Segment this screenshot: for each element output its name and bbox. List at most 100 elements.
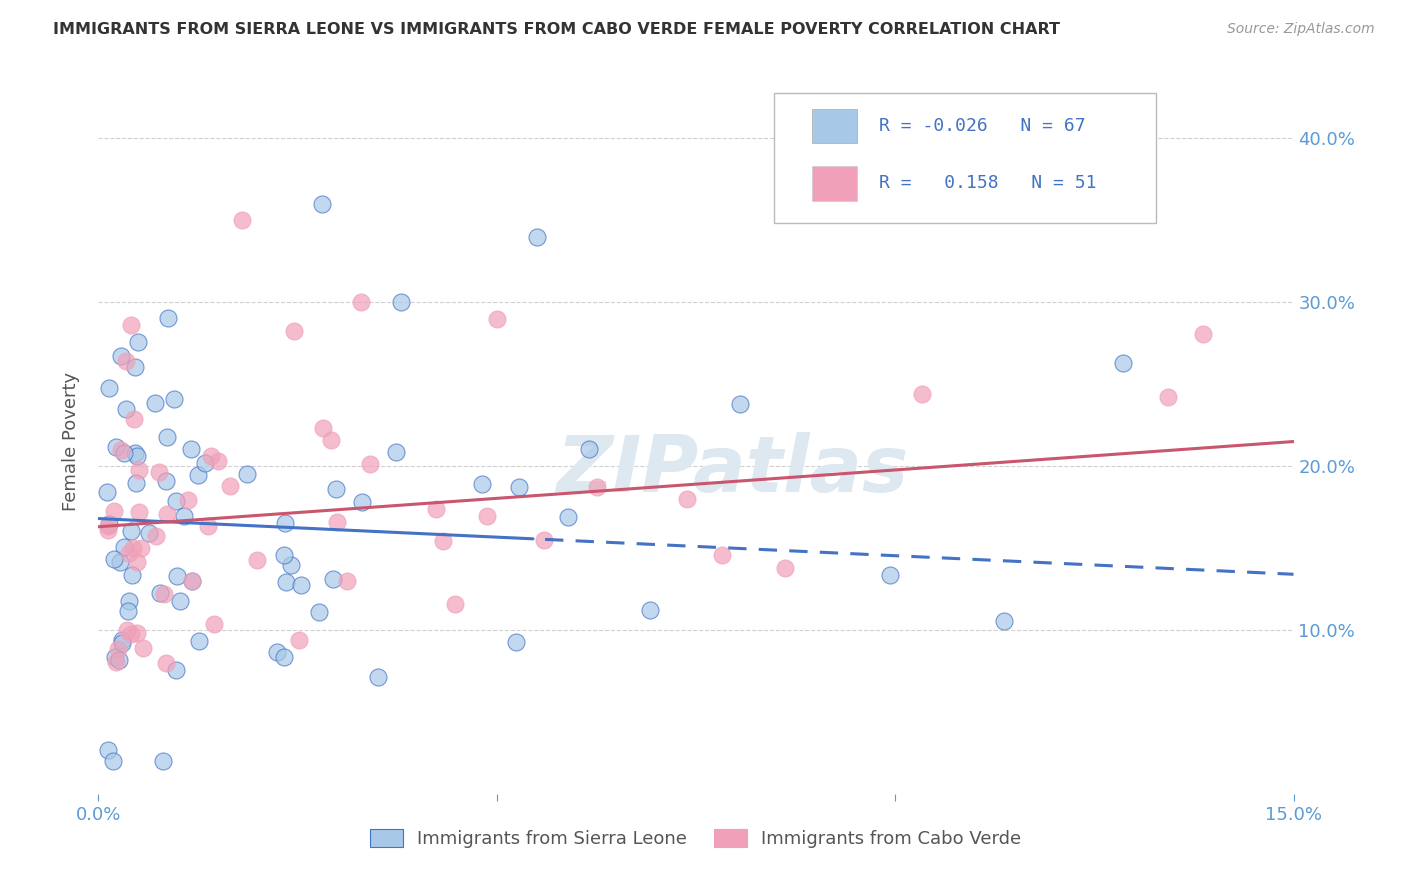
- Point: [425, 502, 447, 516]
- Text: Source: ZipAtlas.com: Source: ZipAtlas.com: [1227, 22, 1375, 37]
- Point: [120, 626, 142, 640]
- Point: [200, 450, 222, 464]
- Point: [274, 575, 297, 590]
- Point: [194, 456, 217, 470]
- Point: [97, 382, 120, 396]
- Point: [526, 229, 548, 244]
- Y-axis label: Female Poverty: Female Poverty: [62, 372, 80, 511]
- Point: [485, 311, 508, 326]
- Point: [138, 526, 160, 541]
- Point: [188, 634, 211, 648]
- Point: [676, 492, 699, 507]
- Point: [173, 508, 195, 523]
- Point: [308, 605, 330, 619]
- Point: [155, 475, 177, 489]
- Point: [288, 632, 311, 647]
- Point: [124, 360, 146, 375]
- Point: [152, 754, 174, 768]
- Point: [129, 541, 152, 555]
- Point: [219, 479, 242, 493]
- Point: [117, 604, 139, 618]
- Point: [111, 632, 134, 647]
- Point: [202, 616, 225, 631]
- Point: [640, 602, 662, 616]
- Text: R = -0.026   N = 67: R = -0.026 N = 67: [879, 117, 1085, 135]
- Point: [266, 645, 288, 659]
- Point: [145, 529, 167, 543]
- Point: [149, 586, 172, 600]
- Point: [557, 510, 579, 524]
- Point: [273, 649, 295, 664]
- Point: [128, 505, 150, 519]
- Point: [322, 572, 344, 586]
- Point: [578, 442, 600, 457]
- Point: [148, 465, 170, 479]
- Point: [165, 663, 187, 677]
- Point: [120, 524, 142, 538]
- Point: [103, 754, 125, 768]
- Point: [96, 484, 118, 499]
- Point: [475, 509, 498, 524]
- Point: [280, 558, 302, 572]
- Legend: Immigrants from Sierra Leone, Immigrants from Cabo Verde: Immigrants from Sierra Leone, Immigrants…: [363, 822, 1029, 855]
- Point: [122, 411, 145, 425]
- Text: ZIPatlas: ZIPatlas: [555, 432, 908, 508]
- Point: [143, 395, 166, 409]
- Point: [156, 430, 179, 444]
- Point: [125, 475, 148, 490]
- Point: [505, 635, 527, 649]
- Point: [197, 519, 219, 533]
- Point: [321, 433, 343, 447]
- Point: [103, 552, 125, 566]
- Point: [1157, 390, 1180, 404]
- Point: [128, 463, 150, 477]
- Point: [311, 197, 333, 211]
- Point: [104, 441, 127, 455]
- Point: [187, 467, 209, 482]
- Point: [274, 516, 297, 531]
- Point: [97, 743, 120, 757]
- Point: [384, 445, 406, 459]
- Point: [508, 480, 530, 494]
- Point: [311, 421, 333, 435]
- Point: [352, 494, 374, 508]
- Point: [165, 493, 187, 508]
- Point: [127, 555, 149, 569]
- Point: [773, 561, 796, 575]
- Point: [107, 642, 129, 657]
- Point: [432, 533, 454, 548]
- Point: [246, 552, 269, 566]
- Point: [350, 295, 373, 310]
- Point: [156, 310, 179, 325]
- Point: [156, 508, 179, 522]
- Point: [110, 443, 132, 458]
- Point: [359, 457, 381, 471]
- Point: [114, 401, 136, 416]
- Point: [879, 567, 901, 582]
- Point: [325, 482, 347, 496]
- Point: [127, 335, 149, 350]
- Point: [180, 442, 202, 456]
- Point: [207, 454, 229, 468]
- Point: [124, 446, 146, 460]
- Point: [177, 492, 200, 507]
- Point: [273, 549, 295, 563]
- Point: [110, 555, 132, 569]
- Point: [112, 445, 135, 459]
- Point: [127, 626, 149, 640]
- Point: [169, 594, 191, 608]
- Point: [111, 636, 134, 650]
- Point: [97, 516, 120, 531]
- Text: IMMIGRANTS FROM SIERRA LEONE VS IMMIGRANTS FROM CABO VERDE FEMALE POVERTY CORREL: IMMIGRANTS FROM SIERRA LEONE VS IMMIGRAN…: [53, 22, 1060, 37]
- Point: [993, 614, 1015, 628]
- Text: R =   0.158   N = 51: R = 0.158 N = 51: [879, 174, 1097, 192]
- Point: [121, 567, 143, 582]
- Point: [1112, 356, 1135, 370]
- Point: [181, 574, 204, 589]
- Point: [110, 350, 132, 364]
- Point: [125, 449, 148, 463]
- Point: [121, 541, 143, 555]
- Point: [533, 533, 555, 548]
- Point: [114, 354, 136, 368]
- Point: [711, 548, 734, 562]
